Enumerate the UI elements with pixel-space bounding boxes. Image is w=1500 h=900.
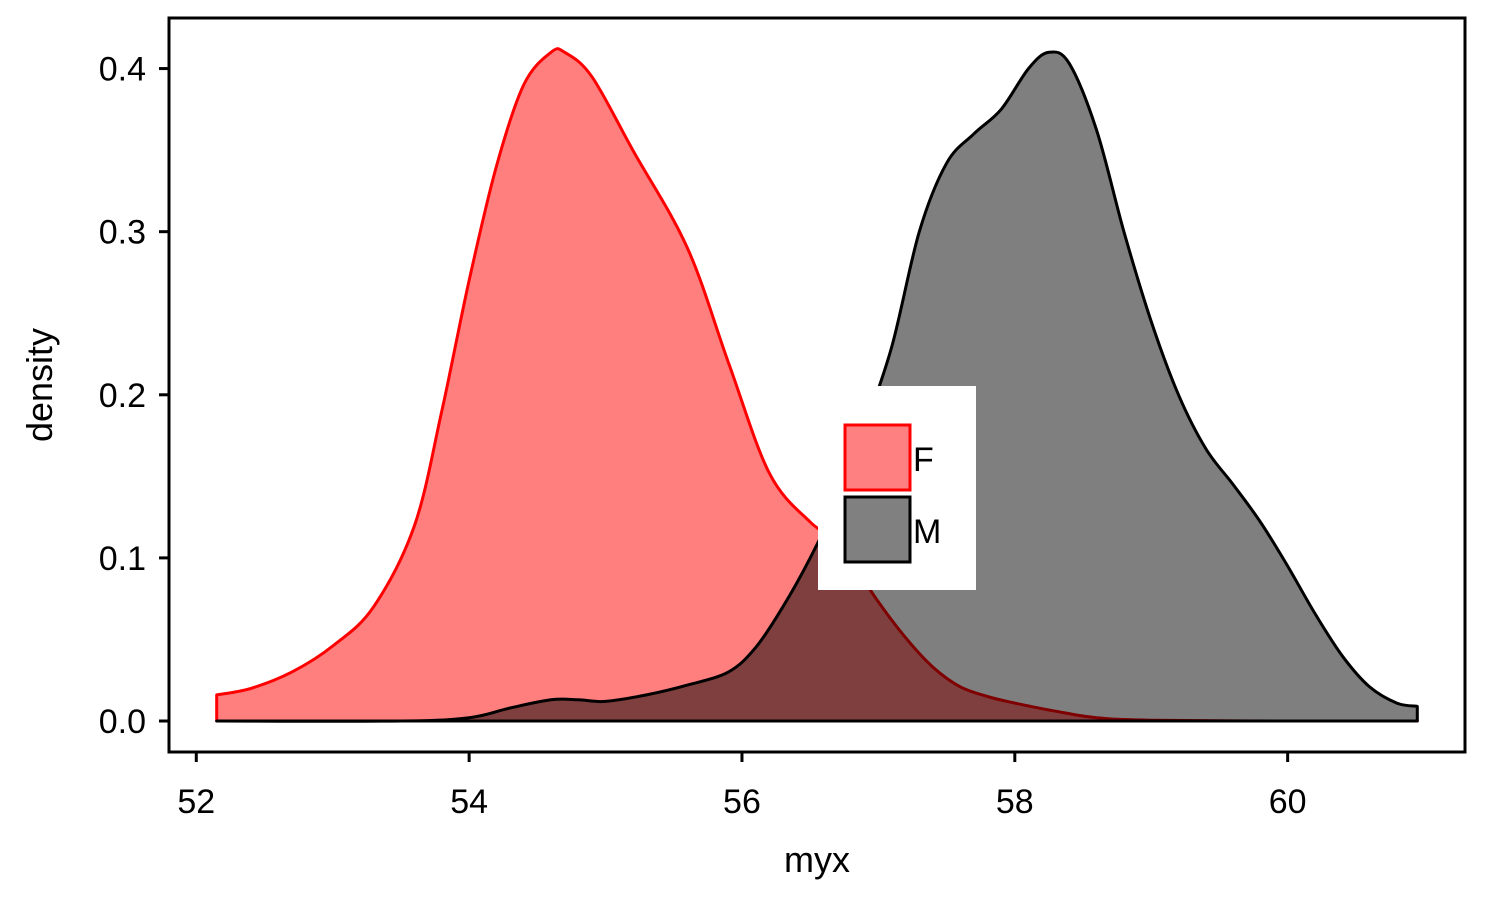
- x-tick-label: 52: [177, 783, 215, 821]
- legend-label-f: F: [913, 441, 934, 479]
- y-tick-label: 0.1: [99, 540, 146, 578]
- series-layer: [215, 47, 1419, 723]
- legend-key-f: [843, 423, 912, 492]
- legend-label-m: M: [913, 513, 941, 551]
- x-axis-title: myx: [784, 839, 850, 880]
- plot-panel-border: [167, 16, 1467, 754]
- x-tick-label: 56: [723, 783, 761, 821]
- y-tick-label: 0.4: [99, 51, 146, 89]
- x-tick-label: 54: [450, 783, 488, 821]
- legend: FM: [818, 386, 976, 590]
- density-area-m: [215, 50, 1419, 723]
- y-tick-label: 0.2: [99, 377, 146, 415]
- x-axis: 52 54 56 58 60: [177, 752, 1307, 821]
- x-tick-label: 60: [1269, 783, 1307, 821]
- y-tick-label: 0.0: [99, 703, 146, 741]
- y-axis-title: density: [19, 328, 60, 442]
- y-axis: 0.0 0.1 0.2 0.3 0.4: [99, 51, 169, 741]
- y-tick-label: 0.3: [99, 214, 146, 252]
- legend-key-m: [843, 495, 912, 564]
- x-tick-label: 58: [996, 783, 1034, 821]
